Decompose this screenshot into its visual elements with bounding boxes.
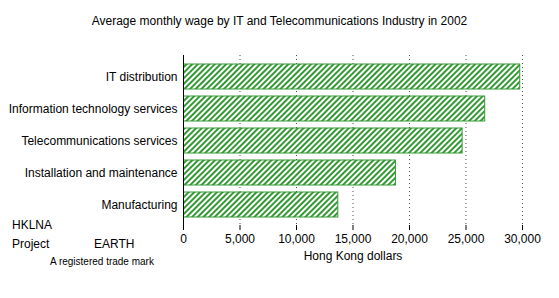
html-text:HKLNA: HKLNA xyxy=(12,218,52,232)
html-text:Average monthly wage by IT and: Average monthly wage by IT and Telecommu… xyxy=(91,14,468,28)
svg-text:Information technology service: Information technology services xyxy=(9,102,178,116)
svg-text:5,000: 5,000 xyxy=(225,232,255,246)
html-text:Project: Project xyxy=(12,237,50,251)
svg-text:IT distribution: IT distribution xyxy=(106,70,178,84)
svg-text:Installation and maintenance: Installation and maintenance xyxy=(25,166,178,180)
svg-text:10,000: 10,000 xyxy=(278,232,315,246)
svg-text:20,000: 20,000 xyxy=(391,232,428,246)
svg-text:0: 0 xyxy=(180,232,187,246)
html-text:EARTH: EARTH xyxy=(94,237,135,251)
svg-text:Telecommunications services: Telecommunications services xyxy=(21,134,177,148)
svg-text:15,000: 15,000 xyxy=(335,232,372,246)
svg-text:25,000: 25,000 xyxy=(448,232,485,246)
svg-text:30,000: 30,000 xyxy=(504,232,541,246)
svg-text:Hong Kong dollars: Hong Kong dollars xyxy=(304,249,403,263)
svg-text:Manufacturing: Manufacturing xyxy=(101,198,177,212)
html-text:A registered trade mark: A registered trade mark xyxy=(50,256,154,267)
